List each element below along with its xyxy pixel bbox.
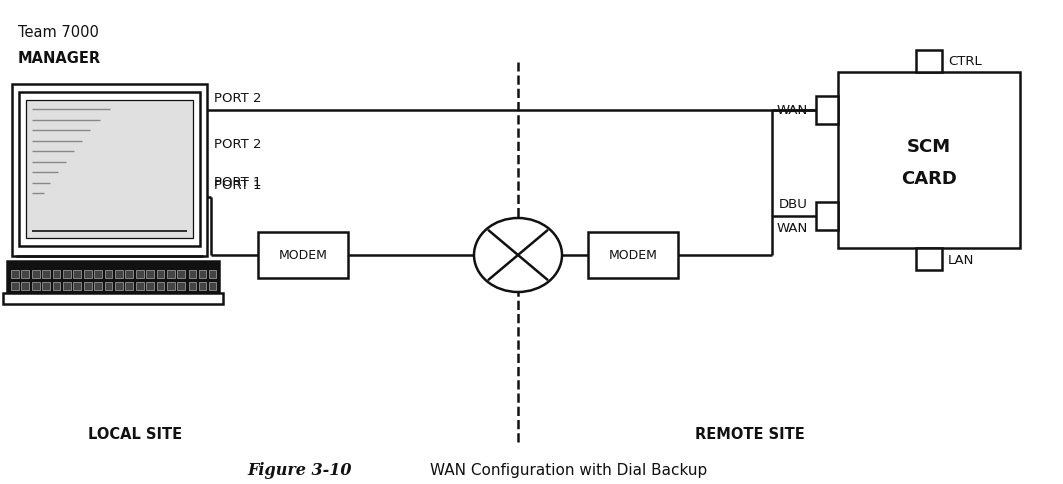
Text: WAN: WAN	[777, 104, 808, 117]
Bar	[115, 270, 123, 278]
Bar	[838, 73, 1020, 248]
Bar	[136, 283, 144, 290]
Bar	[95, 283, 102, 290]
Bar	[189, 283, 197, 290]
Text: DBU: DBU	[779, 198, 808, 211]
Bar	[11, 283, 19, 290]
Bar	[588, 232, 678, 278]
Text: MODEM: MODEM	[279, 249, 327, 262]
Bar	[258, 232, 348, 278]
Bar	[199, 270, 206, 278]
Bar	[189, 270, 197, 278]
Bar	[95, 270, 102, 278]
Bar	[156, 270, 165, 278]
Bar	[21, 270, 29, 278]
Text: WAN: WAN	[777, 222, 808, 235]
Bar	[104, 283, 113, 290]
Bar	[156, 283, 165, 290]
Text: Team 7000: Team 7000	[18, 25, 99, 40]
Bar	[84, 283, 91, 290]
Bar	[178, 283, 185, 290]
Bar	[178, 270, 185, 278]
Bar	[84, 270, 91, 278]
Text: MANAGER: MANAGER	[18, 51, 101, 66]
Bar	[73, 270, 81, 278]
Text: REMOTE SITE: REMOTE SITE	[695, 426, 805, 441]
Bar	[21, 283, 29, 290]
Text: PORT 1: PORT 1	[214, 176, 261, 189]
Bar	[147, 270, 154, 278]
Text: MODEM: MODEM	[608, 249, 657, 262]
Bar	[916, 248, 942, 271]
Bar	[7, 261, 219, 294]
Bar	[125, 283, 133, 290]
Bar	[32, 283, 39, 290]
Bar	[147, 283, 154, 290]
Text: SCM: SCM	[907, 138, 951, 156]
Bar	[916, 51, 942, 73]
Bar	[3, 293, 223, 304]
Bar	[208, 270, 216, 278]
Bar	[12, 85, 207, 257]
Text: PORT 2: PORT 2	[214, 138, 261, 151]
Bar	[32, 270, 39, 278]
Text: CTRL: CTRL	[948, 55, 982, 68]
Bar	[136, 270, 144, 278]
Bar	[167, 283, 174, 290]
Bar	[167, 270, 174, 278]
Bar	[104, 270, 113, 278]
Bar	[63, 283, 71, 290]
Bar	[199, 283, 206, 290]
Bar	[11, 270, 19, 278]
Ellipse shape	[474, 219, 562, 292]
Text: LAN: LAN	[948, 253, 975, 266]
Text: CARD: CARD	[901, 170, 957, 188]
Bar	[63, 270, 71, 278]
Text: WAN Configuration with Dial Backup: WAN Configuration with Dial Backup	[431, 463, 707, 478]
Text: PORT 2: PORT 2	[214, 92, 261, 105]
Bar	[52, 270, 61, 278]
Bar	[208, 283, 216, 290]
Bar	[43, 270, 50, 278]
Bar	[125, 270, 133, 278]
Bar	[19, 93, 200, 246]
Bar	[43, 283, 50, 290]
Bar	[816, 97, 838, 125]
Text: PORT 1: PORT 1	[214, 179, 261, 192]
Bar	[52, 283, 61, 290]
Bar	[115, 283, 123, 290]
Text: LOCAL SITE: LOCAL SITE	[88, 426, 182, 441]
Bar	[26, 101, 193, 239]
Bar	[816, 203, 838, 230]
Text: Figure 3-10: Figure 3-10	[248, 462, 352, 479]
Bar	[73, 283, 81, 290]
